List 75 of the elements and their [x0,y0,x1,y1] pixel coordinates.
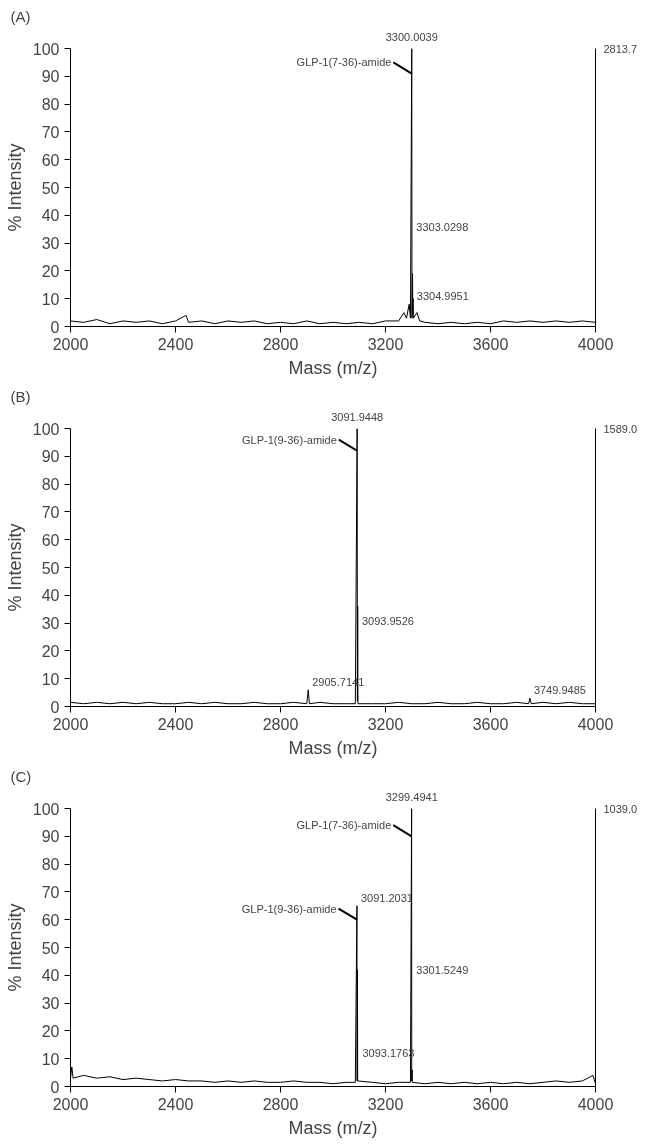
y-tick-label: 0 [50,318,60,336]
x-axis-title: Mass (m/z) [288,737,378,758]
y-tick-label: 100 [32,40,60,58]
x-tick-label: 2400 [157,715,194,733]
x-tick-label: 4000 [577,1095,614,1113]
y-tick-label: 20 [41,642,60,660]
x-tick-label: 2000 [52,1095,89,1113]
x-tick-label: 4000 [577,335,614,353]
y-tick-label: 80 [41,856,60,874]
y-tick-label: 90 [41,68,60,86]
y-tick-label: 50 [41,939,60,957]
x-tick-label: 2800 [262,1095,299,1113]
x-axis-title: Mass (m/z) [288,1117,378,1138]
y-tick-label: 60 [41,531,60,549]
y-tick-label: 10 [41,290,60,308]
x-tick-label: 2800 [262,715,299,733]
y-tick-label: 20 [41,1022,60,1040]
y-tick-label: 80 [41,476,60,494]
annotation: 3091.9448 [331,410,384,423]
y-tick-label: 40 [41,587,60,605]
x-tick-label: 4000 [577,715,614,733]
y-tick-label: 20 [41,262,60,280]
y-axis-title: % Intensity [4,523,25,612]
y-tick-label: 50 [41,559,60,577]
text: 1589.0 [603,422,638,435]
x-tick-label: 2400 [157,1095,194,1113]
y-tick-label: 100 [32,420,60,438]
y-tick-label: 50 [41,179,60,197]
y-axis-title: % Intensity [4,903,25,992]
x-tick-label: 2000 [52,715,89,733]
y-tick-label: 80 [41,96,60,114]
annotation: 3093.9526 [361,614,414,627]
y-tick-label: 0 [50,1078,60,1096]
chart-title: (C) [10,767,32,785]
annotation: 3304.9951 [416,290,469,303]
y-tick-label: 60 [41,911,60,929]
annotation: GLP-1(9-36)-amide [241,902,337,915]
y-tick-label: 60 [41,151,60,169]
x-tick-label: 3200 [367,335,404,353]
x-tick-label: 3200 [367,715,404,733]
annotation: GLP-1(7-36)-amide [296,56,392,69]
y-tick-label: 10 [41,670,60,688]
annotation: 3300.0039 [385,30,438,43]
y-tick-label: 70 [41,883,60,901]
y-axis-title: % Intensity [4,143,25,232]
x-tick-label: 2000 [52,335,89,353]
x-axis-title: Mass (m/z) [288,357,378,378]
text: 1039.0 [603,802,638,815]
x-tick-label: 3600 [472,715,509,733]
x-tick-label: 3200 [367,1095,404,1113]
x-tick-label: 2800 [262,335,299,353]
annotation: 3301.5249 [416,964,469,977]
annotation: 3303.0298 [416,220,469,233]
chart-title: (B) [10,387,31,405]
y-tick-label: 10 [41,1050,60,1068]
annotation: 3749.9485 [533,684,586,697]
y-tick-label: 0 [50,698,60,716]
y-tick-label: 40 [41,207,60,225]
y-tick-label: 100 [32,800,60,818]
x-tick-label: 3600 [472,1095,509,1113]
y-tick-label: 90 [41,448,60,466]
y-tick-label: 90 [41,828,60,846]
x-tick-label: 3600 [472,335,509,353]
y-tick-label: 30 [41,235,60,253]
annotation: GLP-1(7-36)-amide [296,819,392,832]
annotation: 3299.4941 [385,790,438,803]
y-tick-label: 30 [41,615,60,633]
chart-title: (A) [10,7,31,25]
text: 2813.7 [603,42,638,55]
annotation: GLP-1(9-36)-amide [242,433,337,446]
y-tick-label: 40 [41,967,60,985]
y-tick-label: 70 [41,503,60,521]
y-tick-label: 30 [41,995,60,1013]
x-tick-label: 2400 [157,335,194,353]
y-tick-label: 70 [41,123,60,141]
